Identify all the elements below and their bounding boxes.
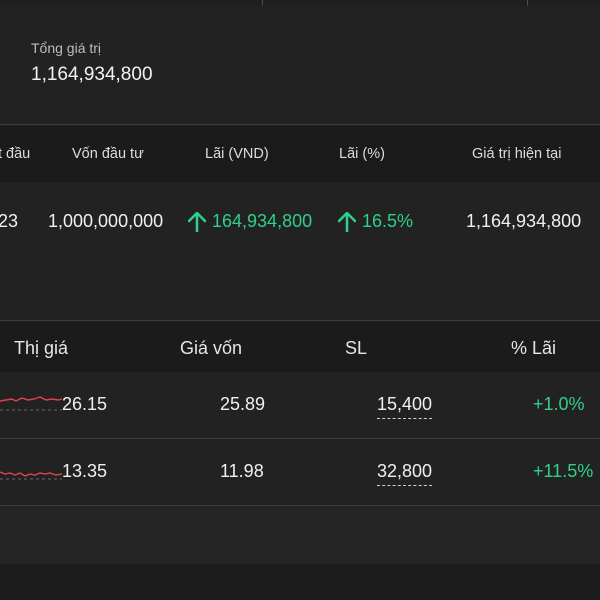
pct-profit: +11.5% <box>533 461 594 481</box>
sparkline-chart <box>0 471 62 480</box>
cost-price: 25.89 <box>220 394 266 414</box>
header-profit-vnd: Lãi (VND) <box>205 146 269 162</box>
current-value: 1,164,934,800 <box>466 211 582 231</box>
header-investment: Vốn đầu tư <box>72 146 144 162</box>
arrow-up-icon <box>188 212 206 233</box>
holding-row[interactable]: 13.35 11.98 32,800 +11.5% <box>0 439 600 505</box>
quantity[interactable]: 32,800 <box>377 461 433 486</box>
divider <box>0 124 600 125</box>
header-qty: SL <box>345 338 368 358</box>
divider <box>0 320 600 321</box>
market-price: 13.35 <box>62 461 108 481</box>
top-strip-divider <box>527 0 528 6</box>
total-value: 1,164,934,800 <box>31 64 153 85</box>
footer-area <box>0 564 600 600</box>
divider <box>0 438 600 439</box>
summary-row: 23 1,000,000,000 164,934,800 16.5% 1,164… <box>0 182 600 262</box>
cost-price: 11.98 <box>220 461 264 481</box>
summary-header: t đầu Vốn đầu tư Lãi (VND) Lãi (%) Giá t… <box>0 126 600 182</box>
profit-vnd: 164,934,800 <box>188 211 313 233</box>
profit-pct: 16.5% <box>338 211 414 233</box>
header-current-value: Giá trị hiện tại <box>472 146 562 162</box>
header-market-price: Thị giá <box>14 338 69 358</box>
investment-value: 1,000,000,000 <box>48 211 164 231</box>
pct-profit: +1.0% <box>533 394 585 414</box>
header-cost: Giá vốn <box>180 338 243 358</box>
header-profit-pct: Lãi (%) <box>339 146 385 162</box>
header-pct-profit: % Lãi <box>511 338 557 358</box>
profit-vnd-value: 164,934,800 <box>212 211 313 231</box>
top-strip-divider <box>262 0 263 6</box>
quantity[interactable]: 15,400 <box>377 394 433 419</box>
start-date: 23 <box>0 211 19 231</box>
header-start-date: t đầu <box>0 146 31 162</box>
sparkline-chart <box>0 396 62 411</box>
holding-row[interactable]: 26.15 25.89 15,400 +1.0% <box>0 372 600 438</box>
profit-pct-value: 16.5% <box>362 211 414 231</box>
market-price: 26.15 <box>62 394 108 414</box>
total-value-label: Tổng giá trị <box>31 40 102 56</box>
divider <box>0 505 600 506</box>
top-strip <box>0 0 600 6</box>
arrow-up-icon <box>338 212 356 233</box>
empty-row <box>0 506 600 564</box>
total-value-block: Tổng giá trị 1,164,934,800 <box>31 40 153 86</box>
holdings-header: Thị giá Giá vốn SL % Lãi <box>0 322 600 372</box>
